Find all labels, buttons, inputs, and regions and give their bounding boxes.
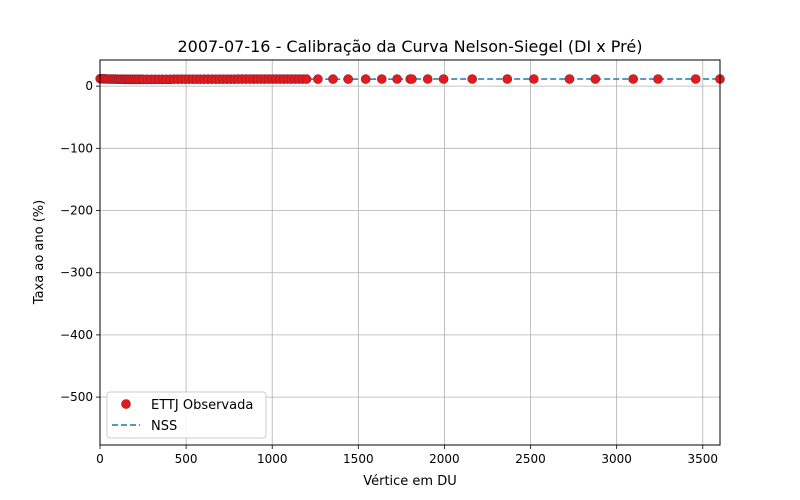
legend: ETTJ Observada NSS — [106, 391, 267, 439]
x-tick-label: 0 — [96, 452, 104, 466]
legend-marker-observed — [121, 399, 131, 409]
observed-point — [467, 74, 478, 84]
x-tick-label: 2000 — [429, 452, 460, 466]
observed-point — [328, 74, 338, 84]
observed-point — [407, 74, 417, 84]
y-tick-label: −300 — [60, 266, 93, 280]
legend-label-observed: ETTJ Observada — [151, 398, 253, 413]
observed-point — [438, 74, 449, 84]
observed-point — [628, 74, 639, 84]
x-tick-label: 1000 — [257, 452, 288, 466]
observed-point — [590, 74, 601, 84]
observed-point — [502, 74, 513, 84]
y-tick-label: −200 — [60, 204, 93, 218]
legend-frame — [106, 391, 267, 439]
observed-point — [376, 74, 387, 84]
observed-point — [422, 74, 433, 84]
x-tick-label: 3000 — [601, 452, 632, 466]
grid — [99, 60, 720, 445]
chart-title: 2007-07-16 - Calibração da Curva Nelson-… — [178, 37, 643, 56]
plot-frame — [99, 59, 721, 446]
y-tick-label: −100 — [60, 141, 93, 155]
y-tick-label: −500 — [60, 390, 93, 404]
y-axis-label: Taxa ao ano (%) — [32, 200, 47, 305]
x-tick-label: 1500 — [343, 452, 374, 466]
x-tick-label: 2500 — [515, 452, 546, 466]
observed-point — [313, 74, 323, 84]
observed-point — [653, 74, 663, 84]
observed-point — [690, 74, 701, 84]
observed-point — [528, 74, 539, 84]
observed-point — [564, 74, 575, 84]
observed-point — [343, 74, 354, 84]
x-axis: 0 500 1000 1500 2000 2500 3000 3500 — [96, 445, 718, 466]
observed-point — [360, 74, 371, 84]
x-tick-label: 3500 — [688, 452, 719, 466]
x-tick-label: 500 — [175, 452, 198, 466]
y-axis: 0 −100 −200 −300 −400 −500 — [60, 79, 100, 404]
observed-point — [392, 74, 402, 84]
y-tick-label: −400 — [60, 328, 93, 342]
legend-label-nss: NSS — [151, 419, 177, 434]
y-tick-label: 0 — [85, 79, 93, 93]
x-axis-label: Vértice em DU — [363, 474, 457, 489]
observed-point — [301, 74, 312, 84]
points — [95, 73, 725, 85]
